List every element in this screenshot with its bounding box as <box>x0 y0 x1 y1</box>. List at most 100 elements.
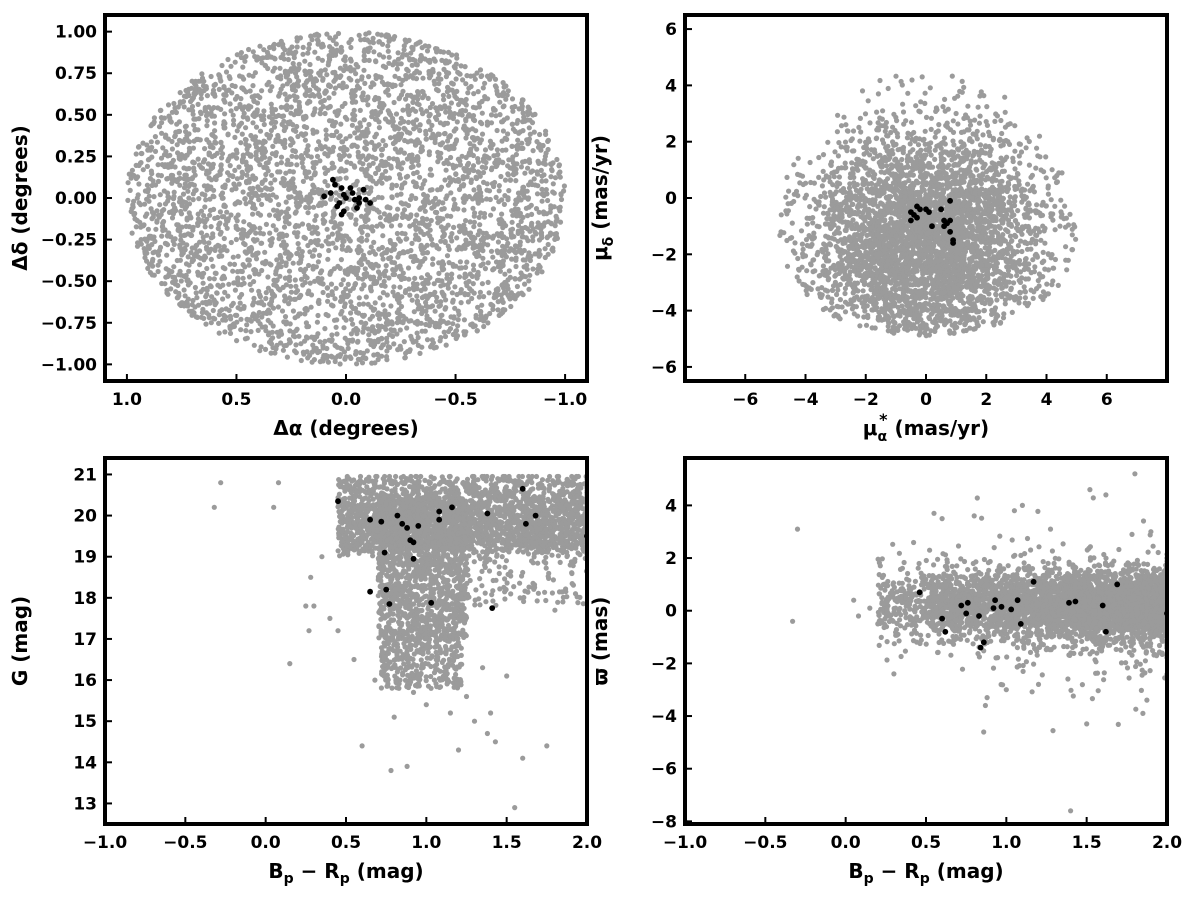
field-star-point <box>138 202 144 208</box>
field-star-point <box>262 63 269 69</box>
field-star-point <box>138 241 144 247</box>
field-star-point <box>213 140 219 146</box>
field-star-point <box>357 350 364 356</box>
field-star-point <box>479 281 485 287</box>
field-star-point <box>390 123 396 129</box>
field-star-point <box>402 355 408 361</box>
field-star-point <box>436 71 442 77</box>
field-star-point <box>174 121 180 127</box>
field-star-point <box>403 201 409 207</box>
field-star-point <box>451 128 457 134</box>
field-star-point <box>557 219 564 225</box>
field-star-point <box>417 174 423 180</box>
field-star-point <box>283 199 289 205</box>
field-star-point <box>239 169 245 175</box>
field-star-point <box>426 75 433 81</box>
field-star-point <box>475 89 481 95</box>
field-star-point <box>507 177 514 183</box>
field-star-point <box>514 283 521 290</box>
field-star-point <box>267 132 274 139</box>
field-star-point <box>243 201 249 207</box>
field-star-point <box>804 291 810 298</box>
field-star-point <box>202 105 208 111</box>
field-star-point <box>369 80 376 86</box>
field-star-point <box>234 319 240 325</box>
field-star-point <box>820 210 827 216</box>
field-star-point <box>248 329 254 335</box>
field-star-point <box>157 192 163 198</box>
field-star-point <box>390 118 396 124</box>
field-star-point <box>378 345 384 351</box>
field-star-point <box>159 224 165 230</box>
field-star-point <box>476 214 482 220</box>
field-star-point <box>1018 149 1025 155</box>
field-star-point <box>536 247 542 253</box>
field-star-point <box>224 209 230 215</box>
field-star-point <box>261 164 267 170</box>
field-star-point <box>536 237 543 243</box>
field-star-point <box>820 263 827 269</box>
field-star-point <box>495 291 501 298</box>
field-star-point <box>268 242 274 248</box>
field-star-point <box>396 236 402 242</box>
field-star-point <box>221 97 227 103</box>
field-star-point <box>324 72 330 78</box>
field-star-point <box>202 204 208 210</box>
field-star-point <box>463 118 469 124</box>
field-star-point <box>259 201 265 207</box>
field-star-point <box>319 44 325 50</box>
field-star-point <box>155 162 161 168</box>
field-star-point <box>426 119 432 125</box>
field-star-point <box>977 113 983 119</box>
field-star-point <box>380 233 386 239</box>
field-star-point <box>315 187 321 193</box>
field-star-point <box>432 81 438 87</box>
field-star-point <box>493 113 499 119</box>
field-star-point <box>299 160 305 166</box>
field-star-point <box>225 56 231 63</box>
field-star-point <box>513 255 519 261</box>
field-star-point <box>362 169 368 176</box>
field-star-point <box>193 290 199 296</box>
field-star-point <box>371 239 377 245</box>
field-star-point <box>234 338 240 344</box>
field-star-point <box>215 225 221 232</box>
field-star-point <box>469 135 476 141</box>
field-star-point <box>530 226 536 232</box>
field-star-point <box>184 177 190 183</box>
field-star-point <box>312 247 318 253</box>
field-star-point <box>491 266 497 272</box>
field-star-point <box>453 328 460 334</box>
field-star-point <box>267 44 273 51</box>
field-star-point <box>234 155 240 161</box>
field-star-point <box>256 271 262 277</box>
field-star-point <box>447 326 454 332</box>
field-star-point <box>467 219 473 225</box>
field-star-point <box>1005 186 1011 192</box>
field-star-point <box>218 106 224 112</box>
field-star-point <box>322 165 328 171</box>
field-star-point <box>447 114 453 120</box>
field-star-point <box>379 252 385 258</box>
field-star-point <box>429 172 435 178</box>
field-star-point <box>125 180 131 186</box>
field-star-point <box>250 311 256 317</box>
member-star-point <box>356 195 362 201</box>
field-star-point <box>470 245 476 251</box>
field-star-point <box>370 109 376 115</box>
field-star-point <box>293 328 299 334</box>
field-star-point <box>501 84 507 90</box>
field-star-point <box>294 162 300 168</box>
field-star-point <box>320 343 326 349</box>
field-star-point <box>405 265 412 271</box>
field-star-point <box>397 161 403 167</box>
field-star-point <box>401 47 407 53</box>
field-star-point <box>337 65 343 71</box>
field-star-point <box>484 119 490 125</box>
field-star-point <box>236 164 242 170</box>
field-star-point <box>266 339 273 345</box>
field-star-point <box>899 156 905 163</box>
field-star-point <box>386 275 392 281</box>
field-star-point <box>186 268 192 274</box>
field-star-point <box>343 270 349 276</box>
